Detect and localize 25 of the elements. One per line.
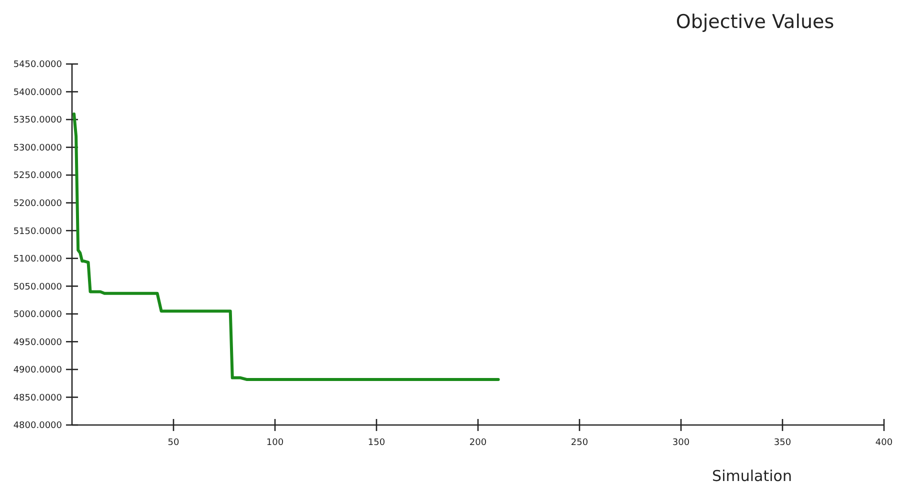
y-tick-label: 5000.0000 — [13, 310, 62, 320]
y-tick-label: 5300.0000 — [13, 143, 62, 154]
y-tick-label: 4850.0000 — [13, 393, 62, 404]
x-axis-title: Simulation — [712, 467, 792, 485]
x-tick-label: 150 — [368, 438, 386, 448]
x-tick-label: 400 — [875, 438, 893, 448]
line-series — [72, 112, 500, 381]
y-tick-label: 5150.0000 — [13, 226, 62, 237]
y-tick-label: 5200.0000 — [13, 198, 62, 209]
y-tick-label: 5350.0000 — [13, 116, 62, 126]
x-tick-label: 100 — [266, 438, 284, 448]
y-tick-label: 5050.0000 — [13, 282, 62, 292]
x-tick-label: 200 — [469, 438, 487, 448]
y-tick-label: 5400.0000 — [13, 88, 62, 98]
x-tick-label: 350 — [774, 438, 792, 448]
y-tick-label: 4900.0000 — [13, 366, 62, 376]
chart-title: Objective Values — [676, 11, 834, 33]
y-tick-label: 4800.0000 — [13, 421, 62, 432]
y-tick-label: 5450.0000 — [13, 60, 62, 70]
y-tick-label: 5250.0000 — [13, 171, 62, 182]
x-tick-label: 50 — [168, 438, 180, 448]
y-tick-label: 5100.0000 — [13, 254, 62, 265]
y-tick-label: 4950.0000 — [13, 338, 62, 348]
x-tick-label: 250 — [570, 438, 588, 448]
x-tick-label: 300 — [672, 438, 690, 448]
